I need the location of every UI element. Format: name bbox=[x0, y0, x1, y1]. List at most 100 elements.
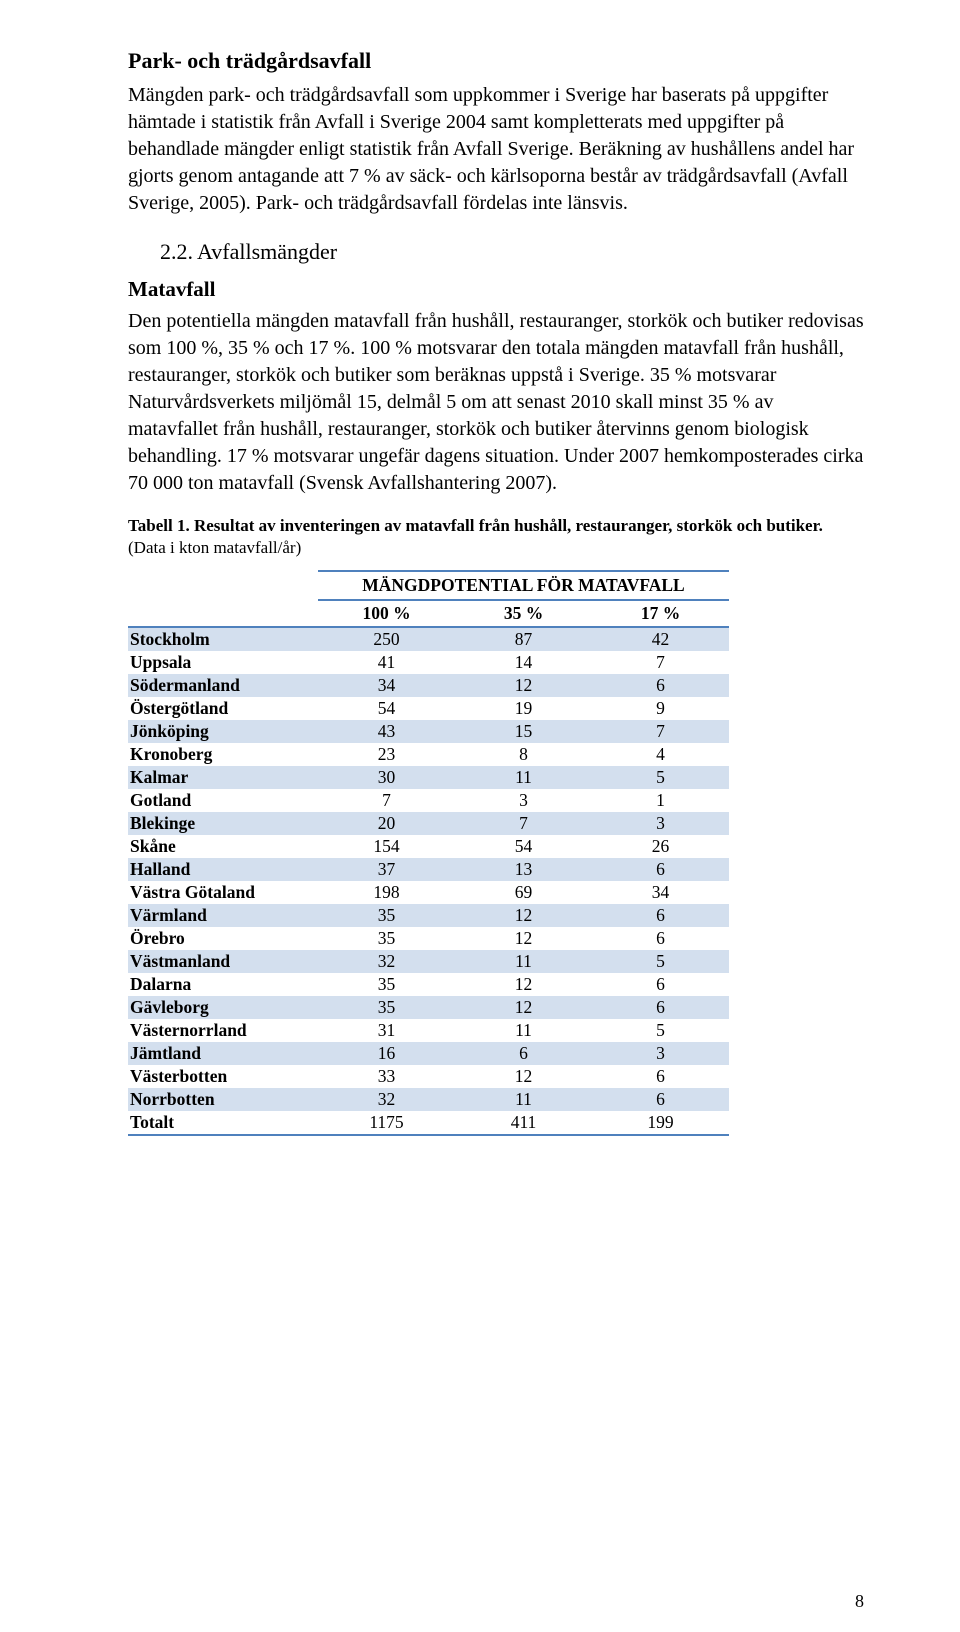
table-row-label: Blekinge bbox=[128, 812, 318, 835]
section-heading-park: Park- och trädgårdsavfall bbox=[128, 48, 864, 74]
table-row-label: Västerbotten bbox=[128, 1065, 318, 1088]
table-cell: 6 bbox=[592, 1065, 729, 1088]
table-cell: 7 bbox=[592, 651, 729, 674]
table-cell: 12 bbox=[455, 904, 592, 927]
table-row: Jönköping43157 bbox=[128, 720, 729, 743]
table-row-label: Kalmar bbox=[128, 766, 318, 789]
table-subheader-17: 17 % bbox=[592, 600, 729, 627]
table-cell: 30 bbox=[318, 766, 455, 789]
subsection-title: Avfallsmängder bbox=[197, 239, 337, 264]
table-row: Halland37136 bbox=[128, 858, 729, 881]
table-row-label: Östergötland bbox=[128, 697, 318, 720]
table-row-label: Halland bbox=[128, 858, 318, 881]
table-row-label: Jönköping bbox=[128, 720, 318, 743]
table-subheader-35: 35 % bbox=[455, 600, 592, 627]
table-row-label: Örebro bbox=[128, 927, 318, 950]
table-cell: 6 bbox=[592, 996, 729, 1019]
table-cell: 12 bbox=[455, 1065, 592, 1088]
minor-heading-matavfall: Matavfall bbox=[128, 277, 864, 302]
table-row: Värmland35126 bbox=[128, 904, 729, 927]
table-row: Dalarna35126 bbox=[128, 973, 729, 996]
table-row: Västernorrland31115 bbox=[128, 1019, 729, 1042]
table-body: Stockholm2508742Uppsala41147Södermanland… bbox=[128, 627, 729, 1135]
table-cell: 69 bbox=[455, 881, 592, 904]
table-subheader-blank bbox=[128, 600, 318, 627]
document-page: Park- och trädgårdsavfall Mängden park- … bbox=[0, 0, 960, 1632]
table-row-label: Dalarna bbox=[128, 973, 318, 996]
table-row: Totalt1175411199 bbox=[128, 1111, 729, 1135]
table-caption-bold: Tabell 1. Resultat av inventeringen av m… bbox=[128, 515, 864, 537]
subsection-number: 2.2. bbox=[160, 239, 193, 264]
table-row: Jämtland1663 bbox=[128, 1042, 729, 1065]
table-cell: 3 bbox=[455, 789, 592, 812]
table-row: Uppsala41147 bbox=[128, 651, 729, 674]
table-cell: 6 bbox=[592, 1088, 729, 1111]
table-row: Västra Götaland1986934 bbox=[128, 881, 729, 904]
subsection-heading-wrap: 2.2. Avfallsmängder bbox=[160, 239, 864, 265]
matavfall-table: MÄNGDPOTENTIAL FÖR MATAVFALL 100 % 35 % … bbox=[128, 570, 729, 1136]
table-cell: 6 bbox=[592, 973, 729, 996]
page-number: 8 bbox=[855, 1591, 864, 1612]
table-caption-sub: (Data i kton matavfall/år) bbox=[128, 537, 864, 559]
table-row: Östergötland54199 bbox=[128, 697, 729, 720]
table-cell: 19 bbox=[455, 697, 592, 720]
table-cell: 15 bbox=[455, 720, 592, 743]
table-cell: 35 bbox=[318, 927, 455, 950]
table-cell: 4 bbox=[592, 743, 729, 766]
table-row: Kronoberg2384 bbox=[128, 743, 729, 766]
table-cell: 7 bbox=[318, 789, 455, 812]
table-cell: 41 bbox=[318, 651, 455, 674]
table-row-label: Skåne bbox=[128, 835, 318, 858]
table-cell: 6 bbox=[455, 1042, 592, 1065]
table-row-label: Gävleborg bbox=[128, 996, 318, 1019]
table-cell: 5 bbox=[592, 766, 729, 789]
table-cell: 12 bbox=[455, 674, 592, 697]
table-cell: 37 bbox=[318, 858, 455, 881]
table-cell: 7 bbox=[455, 812, 592, 835]
section-para-matavfall: Den potentiella mängden matavfall från h… bbox=[128, 308, 864, 497]
table-row-label: Västmanland bbox=[128, 950, 318, 973]
table-cell: 13 bbox=[455, 858, 592, 881]
table-cell: 34 bbox=[592, 881, 729, 904]
table-cell: 411 bbox=[455, 1111, 592, 1135]
table-cell: 199 bbox=[592, 1111, 729, 1135]
table-corner-cell bbox=[128, 571, 318, 600]
table-top-header: MÄNGDPOTENTIAL FÖR MATAVFALL bbox=[318, 571, 729, 600]
table-row-label: Kronoberg bbox=[128, 743, 318, 766]
table-cell: 198 bbox=[318, 881, 455, 904]
table-cell: 3 bbox=[592, 812, 729, 835]
table-cell: 33 bbox=[318, 1065, 455, 1088]
table-cell: 35 bbox=[318, 996, 455, 1019]
table-cell: 6 bbox=[592, 904, 729, 927]
table-cell: 42 bbox=[592, 627, 729, 651]
table-row-label: Uppsala bbox=[128, 651, 318, 674]
table-row: Skåne1545426 bbox=[128, 835, 729, 858]
table-cell: 6 bbox=[592, 858, 729, 881]
table-row-label: Totalt bbox=[128, 1111, 318, 1135]
table-row: Norrbotten32116 bbox=[128, 1088, 729, 1111]
table-cell: 54 bbox=[318, 697, 455, 720]
table-cell: 35 bbox=[318, 973, 455, 996]
table-row: Västerbotten33126 bbox=[128, 1065, 729, 1088]
table-cell: 6 bbox=[592, 927, 729, 950]
table-cell: 32 bbox=[318, 1088, 455, 1111]
table-cell: 3 bbox=[592, 1042, 729, 1065]
table-cell: 43 bbox=[318, 720, 455, 743]
table-cell: 5 bbox=[592, 950, 729, 973]
table-cell: 7 bbox=[592, 720, 729, 743]
table-cell: 6 bbox=[592, 674, 729, 697]
table-subheader-100: 100 % bbox=[318, 600, 455, 627]
table-cell: 34 bbox=[318, 674, 455, 697]
table-cell: 54 bbox=[455, 835, 592, 858]
table-cell: 5 bbox=[592, 1019, 729, 1042]
table-cell: 23 bbox=[318, 743, 455, 766]
table-cell: 35 bbox=[318, 904, 455, 927]
table-row: Gävleborg35126 bbox=[128, 996, 729, 1019]
table-cell: 26 bbox=[592, 835, 729, 858]
table-cell: 31 bbox=[318, 1019, 455, 1042]
table-row-label: Värmland bbox=[128, 904, 318, 927]
table-cell: 1175 bbox=[318, 1111, 455, 1135]
table-row: Stockholm2508742 bbox=[128, 627, 729, 651]
table-cell: 12 bbox=[455, 996, 592, 1019]
table-row-label: Jämtland bbox=[128, 1042, 318, 1065]
